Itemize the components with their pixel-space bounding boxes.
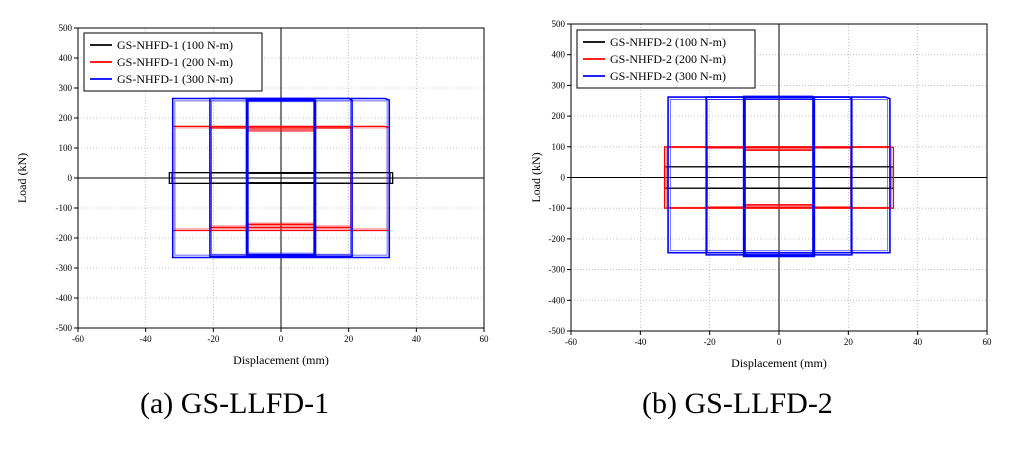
y-tick-label: 100: [552, 142, 566, 152]
x-tick-label: -40: [634, 337, 646, 347]
y-tick-label: -400: [56, 293, 73, 303]
y-tick-label: -200: [549, 234, 566, 244]
hysteresis-loop: [667, 96, 891, 254]
y-tick-label: 500: [59, 23, 73, 33]
caption-a: (a) GS-LLFD-1: [140, 387, 330, 420]
y-tick-label: 0: [68, 173, 73, 183]
x-tick-label: 0: [777, 337, 782, 347]
y-tick-label: -200: [56, 233, 73, 243]
x-axis-label: Displacement (mm): [731, 356, 827, 370]
y-tick-label: -300: [56, 263, 73, 273]
y-tick-label: -300: [549, 265, 566, 275]
y-tick-label: 100: [59, 143, 73, 153]
x-tick-label: 40: [913, 337, 923, 347]
y-tick-label: 0: [561, 173, 566, 183]
y-tick-label: -100: [56, 203, 73, 213]
x-tick-label: 0: [279, 334, 284, 344]
x-tick-label: 60: [983, 337, 993, 347]
legend-label: GS-NHFD-2 (300 N-m): [610, 69, 726, 83]
chart-panel-a: -60 -40 -20 0 20 40 60 500 400 300 200 100 0 -100 -200…: [0, 0, 514, 380]
x-tick-label: -20: [704, 337, 716, 347]
hysteresis-loop: [663, 146, 895, 209]
legend-label: GS-NHFD-2 (100 N-m): [610, 35, 726, 49]
hysteresis-loop-cycle: [666, 147, 892, 208]
x-tick-label: 40: [412, 334, 422, 344]
hysteresis-loop-cycle: [669, 99, 889, 251]
hysteresis-loop-cycle: [247, 101, 315, 254]
y-tick-label: 500: [552, 19, 566, 29]
hysteresis-chart-a: -60 -40 -20 0 20 40 605004003002001000-100-200…: [15, 23, 490, 367]
legend-label: GS-NHFD-2 (200 N-m): [610, 52, 726, 66]
hysteresis-loop-cycle: [171, 172, 391, 184]
y-tick-label: 400: [552, 50, 566, 60]
hysteresis-loop-cycle: [174, 100, 388, 256]
x-axis-label: Displacement (mm): [233, 353, 329, 367]
legend-box: [576, 29, 756, 89]
y-tick-label: 200: [552, 111, 566, 121]
x-tick-label: 20: [844, 337, 854, 347]
x-tick-label: 20: [344, 334, 354, 344]
y-tick-label: 300: [552, 80, 566, 90]
x-tick-label: -20: [207, 334, 219, 344]
y-tick-label: 400: [59, 53, 73, 63]
x-tick-label: -60: [72, 334, 84, 344]
y-tick-label: -500: [549, 326, 566, 336]
y-tick-label: -500: [56, 323, 73, 333]
legend-label: GS-NHFD-1 (100 N-m): [117, 38, 233, 52]
series-3: [667, 95, 891, 258]
legend-label: GS-NHFD-1 (200 N-m): [117, 55, 233, 69]
hysteresis-chart-b: -60 -40 -20 0 20 40 605004003002001000-100-200…: [529, 19, 993, 370]
legend-box: [83, 32, 263, 92]
x-tick-label: 60: [480, 334, 490, 344]
y-axis-label: Load (kN): [15, 153, 29, 203]
caption-b: (b) GS-LLFD-2: [642, 387, 833, 420]
series-3: [171, 97, 391, 259]
chart-panel-b: -60 -40 -20 0 20 40 60 500 400 300 200 100 0 -100 -200…: [514, 0, 1029, 380]
y-tick-label: -100: [549, 203, 566, 213]
hysteresis-loop: [171, 97, 391, 259]
legend-label: GS-NHFD-1 (300 N-m): [117, 72, 233, 86]
y-tick-label: -400: [549, 295, 566, 305]
y-axis-label: Load (kN): [529, 152, 543, 202]
x-tick-label: -60: [565, 337, 577, 347]
y-tick-label: 300: [59, 83, 73, 93]
x-tick-label: -40: [140, 334, 152, 344]
y-tick-label: 200: [59, 113, 73, 123]
